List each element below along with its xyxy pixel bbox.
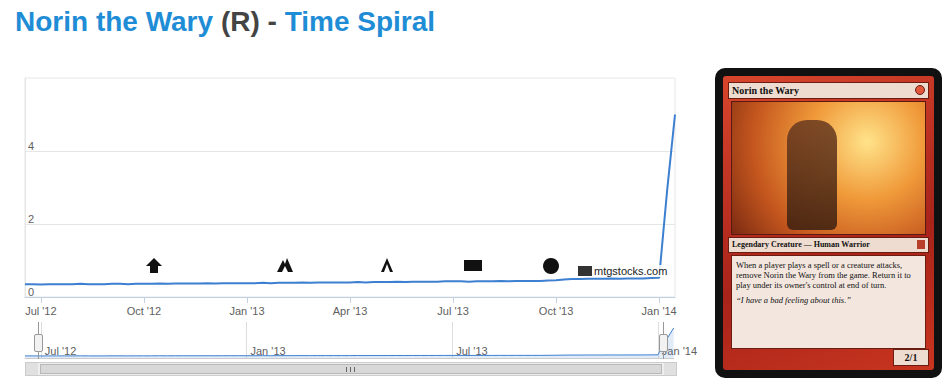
svg-text:0: 0 <box>28 286 34 298</box>
svg-text:Jul '13: Jul '13 <box>456 345 487 357</box>
svg-text:Jan '13: Jan '13 <box>251 345 286 357</box>
svg-text:Jan '14: Jan '14 <box>661 344 697 357</box>
html-text:When a player plays a spell or: When a player plays a spell or a creatur… <box>736 260 911 290</box>
svg-text:Apr '13: Apr '13 <box>333 305 368 317</box>
html-text:Norin the Wary (R) - Time Spir: Norin the Wary (R) - Time Spiral <box>15 6 436 37</box>
html-text:2/1: 2/1 <box>904 352 918 363</box>
svg-text:4: 4 <box>28 140 34 152</box>
svg-text:Jul '12: Jul '12 <box>45 345 76 357</box>
html-text:“I have a bad feeling about th: “I have a bad feeling about this.” <box>736 295 851 305</box>
svg-text:2: 2 <box>28 213 34 225</box>
html-text:Legendary Creature — Human War: Legendary Creature — Human Warrior <box>732 240 870 249</box>
html-text:Norin the Wary: Norin the Wary <box>732 85 799 96</box>
svg-text:Jan '14: Jan '14 <box>642 305 677 317</box>
svg-text:Oct '13: Oct '13 <box>539 305 574 317</box>
html-text:mtgstocks.com: mtgstocks.com <box>594 265 668 277</box>
svg-text:Jul '12: Jul '12 <box>25 305 56 317</box>
svg-text:Jan '13: Jan '13 <box>229 305 264 317</box>
svg-text:Jul '13: Jul '13 <box>437 305 468 317</box>
svg-text:Oct '12: Oct '12 <box>127 305 162 317</box>
